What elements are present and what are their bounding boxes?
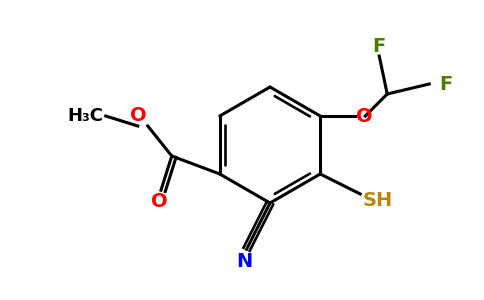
Text: O: O xyxy=(130,106,147,125)
Text: H₃C: H₃C xyxy=(68,107,104,125)
Text: F: F xyxy=(373,37,386,56)
Text: F: F xyxy=(439,74,453,94)
Text: O: O xyxy=(356,106,373,125)
Text: SH: SH xyxy=(362,190,393,209)
Text: N: N xyxy=(237,252,253,271)
Text: O: O xyxy=(151,192,167,211)
